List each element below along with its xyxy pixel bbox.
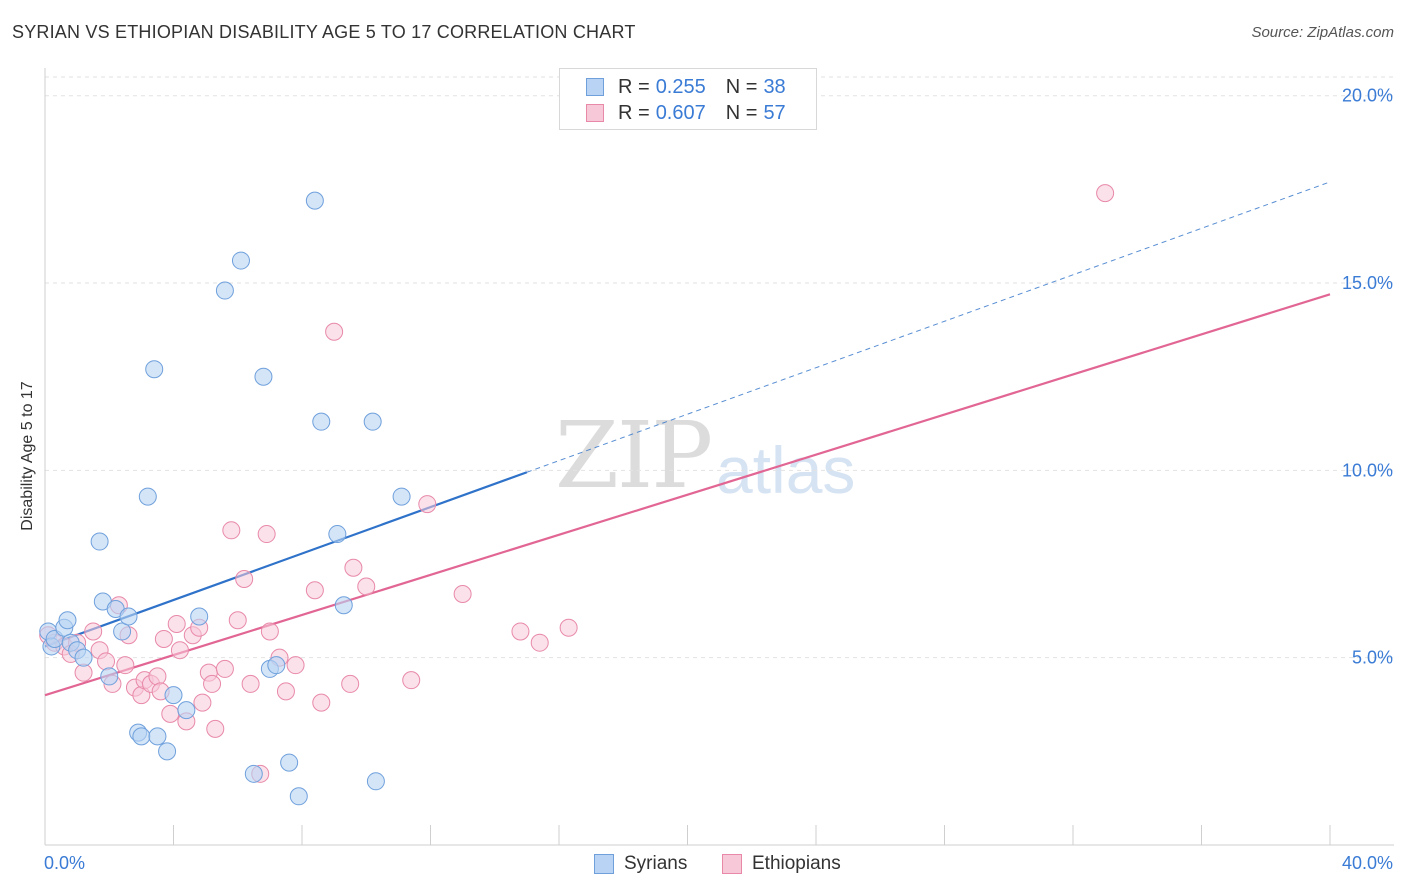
syrian-point [74,648,93,667]
syrian-point [312,412,331,431]
ethiopian-point [344,558,363,577]
ethiopian-point [228,611,247,630]
ethiopian-points [39,184,1115,783]
y-tick-label: 5.0% [1352,648,1393,668]
ethiopians-legend-swatch [722,854,742,874]
syrian-point [366,772,385,791]
syrian-point [328,525,347,544]
ethiopian-point [97,652,116,671]
syrians-legend-label: Syrians [624,853,688,874]
syrian-point [231,251,250,270]
syrian-point [289,787,308,806]
n-value: 57 [763,101,786,124]
x-tick-label: 40.0% [1342,853,1393,873]
y-tick-label: 20.0% [1342,86,1393,106]
ethiopian-point [511,622,530,641]
syrian-point [190,607,209,626]
syrians-trend-extension [526,181,1331,473]
syrian-point [334,596,353,615]
n-label: N = [725,101,758,124]
syrian-point [267,656,286,675]
syrian-point [177,701,196,720]
ethiopian-point [116,656,135,675]
legend-row-syrians: R = 0.255 N = 38 [586,75,786,99]
watermark-zip: ZIP [555,402,713,509]
ethiopians-swatch [586,104,604,122]
ethiopian-point [241,674,260,693]
ethiopian-point [170,641,189,660]
legend-correlation: R = 0.255 N = 38 R = 0.607 N = 57 [559,68,817,130]
r-value: 0.255 [655,75,706,98]
ethiopian-point [84,622,103,641]
syrian-point [148,727,167,746]
r-label: R = [618,101,650,124]
syrian-point [392,487,411,506]
r-value: 0.607 [655,101,706,124]
syrian-point [363,412,382,431]
ethiopian-point [215,659,234,678]
syrian-point [280,753,299,772]
syrian-point [215,281,234,300]
ethiopian-point [453,584,472,603]
ethiopian-point [357,577,376,596]
syrian-point [138,487,157,506]
ethiopian-point [312,693,331,712]
syrian-point [145,360,164,379]
ethiopian-point [257,525,276,544]
ethiopian-point [418,495,437,514]
syrian-point [305,191,324,210]
ethiopian-point [341,674,360,693]
ethiopian-point [206,719,225,738]
syrian-point [119,607,138,626]
y-tick-label: 15.0% [1342,273,1393,293]
ethiopian-point [1096,184,1115,203]
syrian-point [132,727,151,746]
syrians-swatch [586,78,604,96]
x-tick-label: 0.0% [44,853,85,873]
legend-row-ethiopians: R = 0.607 N = 57 [586,101,786,125]
axes [44,68,1394,846]
ethiopian-point [222,521,241,540]
ethiopian-point [276,682,295,701]
n-value: 38 [763,75,786,98]
ethiopian-point [286,656,305,675]
r-label: R = [618,75,650,98]
ethiopians-legend-label: Ethiopians [752,853,841,874]
ethiopian-point [325,322,344,341]
syrian-point [90,532,109,551]
ethiopian-point [235,570,254,589]
chart-source: Source: ZipAtlas.com [1251,24,1394,41]
y-axis-label: Disability Age 5 to 17 [19,381,36,531]
ethiopians-trend-line [44,293,1331,697]
syrian-points [39,191,411,806]
ethiopian-point [167,614,186,633]
ethiopian-point [148,667,167,686]
ethiopian-point [203,674,222,693]
syrian-point [254,367,273,386]
ethiopian-point [154,629,173,648]
legend-item-ethiopians[interactable]: Ethiopians [722,852,841,876]
tick-labels: 5.0% 10.0% 15.0% 20.0% 0.0% 40.0% [44,86,1393,873]
ethiopian-point [193,693,212,712]
syrians-legend-swatch [594,854,614,874]
syrian-point [58,611,77,630]
ethiopian-point [530,633,549,652]
ethiopian-point [260,622,279,641]
ethiopian-point [74,663,93,682]
ethiopian-point [559,618,578,637]
syrian-point [244,764,263,783]
legend-item-syrians[interactable]: Syrians [594,852,687,876]
chart-title: SYRIAN VS ETHIOPIAN DISABILITY AGE 5 TO … [12,22,636,42]
gridlines [45,76,1394,659]
syrian-point [100,667,119,686]
ethiopian-point [402,671,421,690]
y-tick-label: 10.0% [1342,460,1393,480]
syrian-point [113,622,132,641]
n-label: N = [725,75,758,98]
ethiopian-point [305,581,324,600]
syrian-point [158,742,177,761]
ethiopian-point [161,704,180,723]
syrian-point [164,686,183,705]
